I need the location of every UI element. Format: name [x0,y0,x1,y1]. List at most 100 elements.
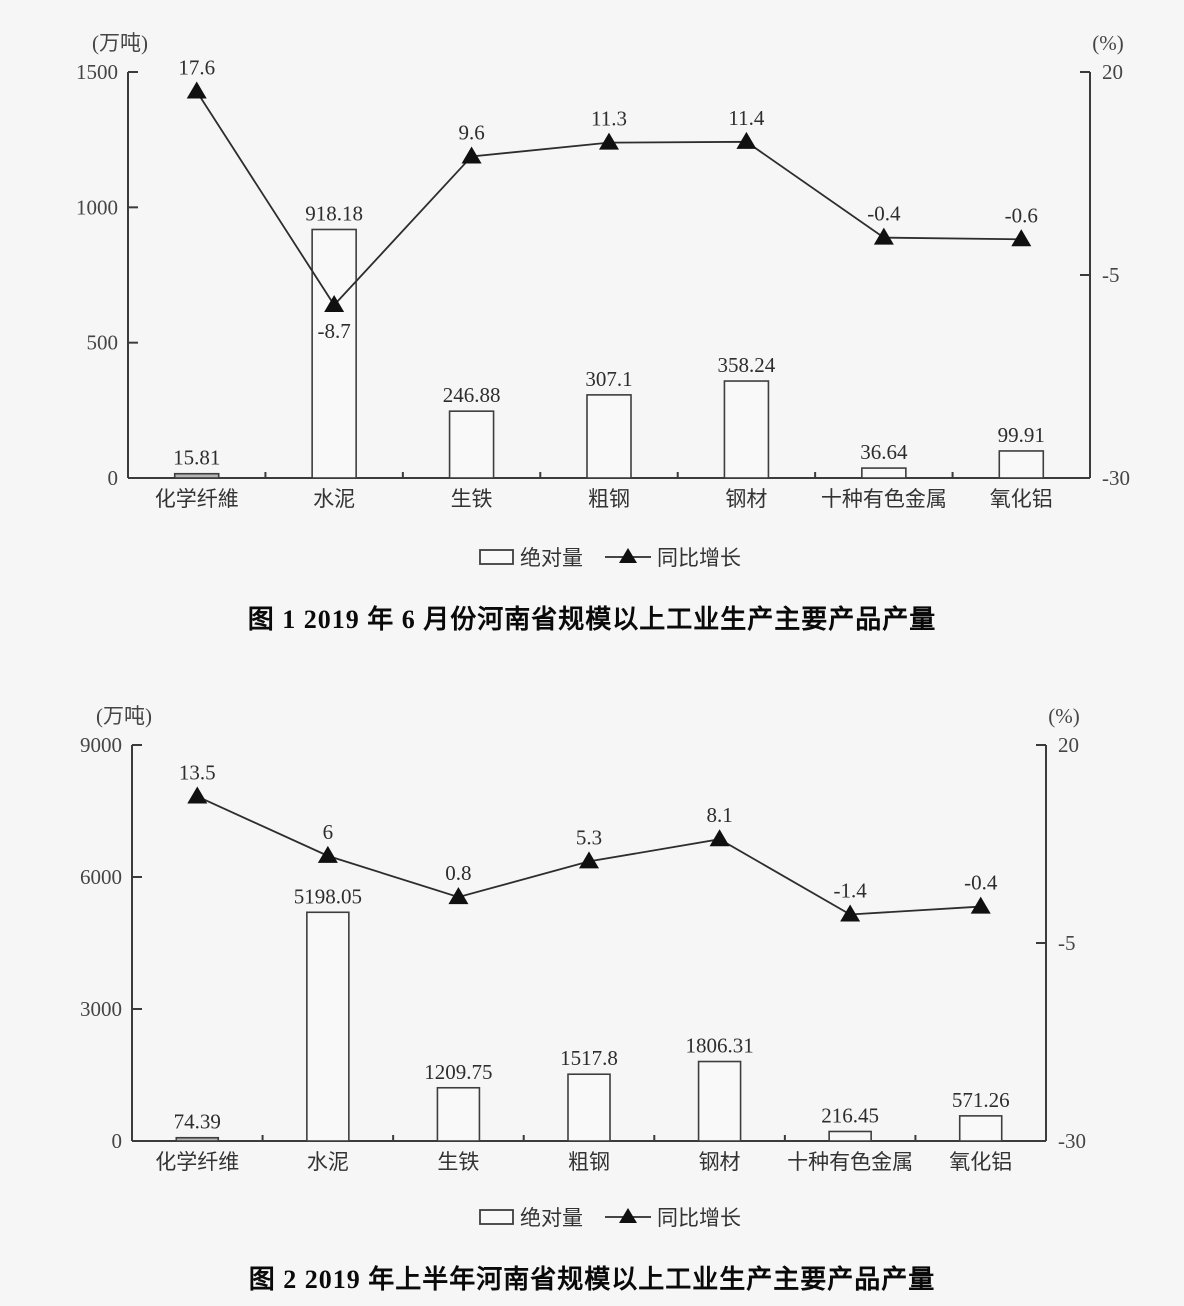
category-label: 钢材 [725,487,767,511]
bar [998,450,1045,479]
growth-value-label: -0.4 [964,871,998,895]
triangle-marker [970,896,991,914]
legend-triangle-marker [619,548,637,563]
bar-value-label: 358.24 [718,353,776,377]
growth-value-label: 11.3 [591,107,627,131]
bar-value-label: 74.39 [174,1110,221,1134]
bar-value-label: 5198.05 [294,884,362,908]
right-axis-tick-label: -30 [1058,1129,1086,1153]
growth-value-label: 11.4 [728,106,764,130]
bar [828,1130,872,1142]
growth-value-label: 6 [323,820,334,844]
figure-2-combo-chart: 0 3000 6000 9000 20 -5 -30 (万吨) (%) 74.39 5198.05 1… [80,704,1086,1230]
bar-value-label: 918.18 [305,201,363,225]
left-axis-tick-label: 9000 [80,733,122,757]
category-label: 钢材 [699,1150,741,1174]
left-axis-unit-label: (万吨) [96,704,152,728]
left-axis-tick-label: 6000 [80,865,122,889]
category-label: 十种有色金属 [821,487,947,511]
category-label: 氧化铝 [990,487,1053,511]
left-axis-tick-label: 3000 [80,997,122,1021]
growth-value-label: 13.5 [179,760,216,784]
bar-value-label: 36.64 [860,440,908,464]
bar-value-label: 307.1 [585,367,632,391]
left-axis-tick-label: 0 [108,466,119,490]
category-label: 十种有色金属 [787,1150,913,1174]
figure-1: 0 500 1000 1500 20 -5 -30 (万吨) (%) 15.81 918.18 246… [0,0,1184,638]
bar-value-label: 99.91 [998,423,1045,447]
legend-line-label: 同比增长 [657,1206,741,1230]
bar [586,394,632,479]
right-axis-unit-label: (%) [1092,31,1123,55]
category-label: 粗钢 [588,487,630,511]
bar [436,1086,481,1142]
bar [311,228,357,479]
triangle-marker [579,851,599,869]
right-axis-tick-label: -5 [1058,931,1076,955]
bar-value-label: 1517.8 [560,1046,618,1070]
bar-value-label: 246.88 [443,383,501,407]
legend-bar-swatch [479,549,514,565]
bar-value-label: 15.81 [173,446,220,470]
bar-value-label: 571.26 [952,1088,1010,1112]
legend-bar-label: 绝对量 [520,1206,583,1230]
legend-bar-label: 绝对量 [520,546,583,570]
triangle-marker [448,887,469,905]
triangle-marker [599,132,619,150]
triangle-marker [736,131,757,149]
bar [697,1060,742,1142]
category-label: 粗钢 [568,1150,610,1174]
figure-2: 0 3000 6000 9000 20 -5 -30 (万吨) (%) 74.39 5198.05 1… [0,660,1184,1298]
bar [173,472,220,479]
right-axis-tick-label: 20 [1058,733,1079,757]
category-label: 化学纤维 [155,1150,239,1174]
growth-value-label: 9.6 [458,120,484,144]
bar [448,410,495,479]
triangle-marker [186,81,207,99]
right-axis-unit-label: (%) [1048,704,1079,728]
left-axis-tick-label: 500 [87,331,119,355]
bar-value-label: 1209.75 [424,1060,492,1084]
bar [723,380,770,479]
figure-1-title: 图 1 2019 年 6 月份河南省规模以上工业生产主要产品产量 [247,605,937,634]
bar [958,1115,1003,1142]
left-axis-unit-label: (万吨) [92,31,148,55]
triangle-marker [709,829,730,847]
left-axis-tick-label: 0 [112,1129,123,1153]
triangle-marker [1011,229,1032,247]
category-label: 水泥 [313,487,355,511]
figure-1-combo-chart: 0 500 1000 1500 20 -5 -30 (万吨) (%) 15.81 918.18 246… [76,31,1130,570]
legend-line-label: 同比增长 [657,546,741,570]
growth-value-label: 0.8 [445,861,471,885]
triangle-marker [187,786,208,804]
legend-triangle-marker [619,1208,637,1223]
category-label: 生铁 [451,487,493,511]
bar-value-label: 216.45 [821,1103,879,1127]
figure-2-title: 图 2 2019 年上半年河南省规模以上工业生产主要产品产量 [248,1265,936,1294]
growth-value-label: 5.3 [576,825,602,849]
triangle-marker [873,227,894,245]
growth-value-label: -0.6 [1005,203,1038,227]
growth-value-label: 17.6 [178,55,215,79]
triangle-marker [324,295,345,313]
left-axis-tick-label: 1000 [76,195,118,219]
bar [306,911,350,1142]
left-axis-tick-label: 1500 [76,60,118,84]
growth-value-label: -0.4 [867,202,901,226]
category-label: 化学纤維 [155,487,239,511]
bar [175,1136,220,1142]
growth-value-label: 8.1 [706,803,732,827]
right-axis-tick-label: 20 [1102,60,1123,84]
bar-value-label: 1806.31 [685,1034,753,1058]
right-axis-tick-label: -5 [1102,263,1120,287]
triangle-marker [840,904,861,922]
growth-value-label: -8.7 [318,319,351,343]
growth-value-label: -1.4 [834,878,868,902]
bar [861,467,907,479]
right-axis-tick-label: -30 [1102,466,1130,490]
category-label: 氧化铝 [949,1150,1012,1174]
category-label: 生铁 [437,1150,479,1174]
legend-bar-swatch [479,1209,514,1225]
category-label: 水泥 [307,1150,349,1174]
